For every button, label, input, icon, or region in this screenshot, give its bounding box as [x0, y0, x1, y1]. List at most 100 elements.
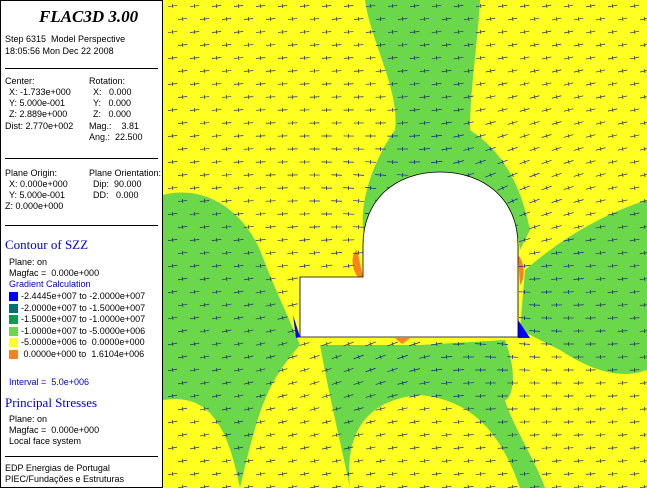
- stress-tick: [255, 341, 266, 347]
- stress-tick: [463, 432, 474, 438]
- stress-tick: [485, 432, 496, 438]
- stress-tick: [529, 458, 540, 464]
- stress-tick: [409, 341, 421, 347]
- stress-tick: [607, 81, 618, 87]
- stress-tick: [221, 354, 232, 360]
- stress-tick: [265, 458, 276, 464]
- stress-tick: [299, 29, 310, 35]
- stress-tick: [617, 406, 628, 412]
- stress-tick: [441, 68, 452, 74]
- stress-tick: [519, 133, 530, 139]
- stress-tick: [309, 380, 320, 386]
- stress-tick: [211, 211, 222, 217]
- stress-tick: [387, 3, 398, 9]
- stress-tick: [629, 341, 640, 347]
- stress-tick: [243, 224, 254, 230]
- stress-tick: [541, 315, 553, 321]
- stress-tick: [233, 263, 244, 269]
- stress-tick: [177, 354, 188, 360]
- stress-tick: [375, 380, 386, 386]
- stress-tick: [639, 224, 647, 230]
- stress-tick: [265, 120, 276, 126]
- stress-tick: [475, 3, 486, 9]
- stress-tick: [243, 250, 254, 256]
- stress-tick: [233, 55, 244, 61]
- stress-tick: [287, 250, 298, 256]
- stress-tick: [387, 55, 398, 61]
- stress-tick: [233, 445, 244, 451]
- stress-tick: [353, 120, 364, 126]
- stress-tick: [529, 172, 540, 178]
- stress-tick: [168, 445, 178, 451]
- stress-tick: [629, 445, 640, 451]
- stress-tick: [629, 419, 640, 425]
- stress-tick: [199, 458, 210, 464]
- ang: Ang.: 22.500: [89, 132, 143, 142]
- stress-tick: [485, 354, 497, 360]
- stress-tick: [595, 302, 606, 308]
- stress-tick: [331, 198, 343, 204]
- stress-tick: [177, 250, 188, 256]
- stress-tick: [607, 159, 618, 165]
- stress-tick: [277, 107, 288, 113]
- stress-tick: [617, 302, 628, 308]
- stress-tick: [607, 107, 618, 113]
- stress-tick: [365, 55, 376, 61]
- stress-tick: [629, 367, 640, 373]
- stress-tick: [331, 172, 342, 178]
- stress-tick: [585, 107, 596, 113]
- stress-tick: [255, 289, 266, 295]
- stress-tick: [551, 406, 562, 412]
- stress-tick: [551, 484, 562, 488]
- stress-tick: [287, 328, 298, 334]
- stress-tick: [475, 159, 486, 165]
- stress-tick: [321, 185, 332, 191]
- stress-tick: [255, 3, 266, 9]
- stress-tick: [485, 68, 496, 74]
- stress-tick: [265, 94, 276, 100]
- stress-tick: [519, 445, 530, 451]
- stress-tick: [321, 159, 332, 165]
- stress-tick: [430, 341, 443, 347]
- stress-tick: [585, 159, 596, 165]
- stress-tick: [475, 393, 486, 399]
- stress-tick: [497, 81, 508, 87]
- principal-title: Principal Stresses: [5, 395, 98, 410]
- stress-tick: [640, 16, 647, 22]
- stress-tick: [463, 120, 474, 126]
- stress-tick: [287, 302, 298, 308]
- stress-tick: [353, 406, 364, 412]
- stress-tick: [321, 29, 332, 35]
- stress-tick: [431, 419, 442, 425]
- stress-tick: [563, 29, 574, 35]
- stress-tick: [221, 458, 232, 464]
- stress-tick: [299, 237, 310, 243]
- stress-tick: [190, 29, 200, 35]
- stress-tick: [585, 315, 596, 321]
- stress-tick: [277, 211, 288, 217]
- stress-tick: [551, 42, 562, 48]
- stress-tick: [221, 120, 232, 126]
- stress-tick: [573, 224, 584, 230]
- stress-tick: [221, 16, 232, 22]
- stress-tick: [563, 367, 574, 373]
- stress-tick: [387, 393, 398, 399]
- stress-tick: [233, 107, 244, 113]
- stress-tick: [353, 68, 364, 74]
- stress-tick: [321, 471, 332, 477]
- stress-tick: [265, 406, 276, 412]
- stress-tick: [573, 16, 584, 22]
- stress-tick: [463, 484, 474, 488]
- stress-tick: [607, 289, 618, 295]
- stress-tick: [255, 471, 266, 477]
- stress-tick: [277, 55, 288, 61]
- stress-tick: [221, 250, 232, 256]
- stress-tick: [353, 432, 364, 438]
- stress-tick: [299, 211, 310, 217]
- stress-tick: [497, 445, 508, 451]
- stress-tick: [573, 302, 584, 308]
- stress-tick: [299, 55, 310, 61]
- stress-tick: [255, 185, 266, 191]
- stress-tick: [630, 3, 640, 9]
- stress-tick: [431, 107, 442, 113]
